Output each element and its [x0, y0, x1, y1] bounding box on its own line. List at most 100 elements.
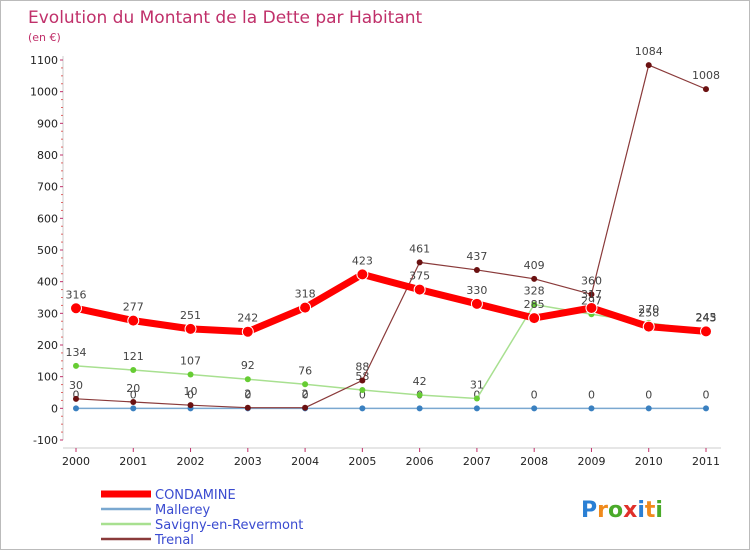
- data-point: [588, 405, 595, 412]
- data-label: 461: [409, 242, 430, 255]
- data-label: 0: [302, 388, 309, 401]
- x-tick-label: 2002: [177, 455, 205, 468]
- data-point: [359, 386, 366, 393]
- data-point: [130, 367, 137, 374]
- y-tick-label: 800: [37, 149, 58, 162]
- data-label: 42: [413, 375, 427, 388]
- data-point: [356, 268, 369, 281]
- data-point: [299, 301, 312, 314]
- data-point: [244, 376, 251, 383]
- legend-entry: Mallerey: [155, 503, 210, 518]
- data-point: [531, 301, 538, 308]
- y-tick-label: 1100: [30, 54, 58, 67]
- logo-letter: t: [645, 498, 656, 523]
- y-tick-label: 500: [37, 244, 58, 257]
- x-tick-label: 2009: [577, 455, 605, 468]
- x-tick-label: 2004: [291, 455, 319, 468]
- data-point: [73, 405, 79, 412]
- x-tick-label: 2011: [692, 455, 720, 468]
- data-point: [416, 259, 423, 266]
- data-point: [127, 314, 140, 327]
- x-tick-label: 2010: [635, 455, 663, 468]
- logo-letter: i: [655, 498, 663, 523]
- data-label: 2: [302, 388, 309, 401]
- series-line: [75, 303, 707, 400]
- logo-letter: i: [637, 498, 645, 523]
- data-label: 88: [355, 360, 369, 373]
- data-label: 318: [295, 288, 316, 301]
- data-point: [642, 320, 655, 333]
- data-point: [703, 86, 709, 93]
- data-point: [588, 291, 595, 298]
- data-point: [73, 362, 79, 369]
- x-tick-label: 2008: [520, 455, 548, 468]
- x-tick-label: 2001: [119, 455, 147, 468]
- chart-unit: (en €): [28, 31, 61, 44]
- data-point: [359, 377, 366, 384]
- data-label: 0: [130, 388, 137, 401]
- data-label: 0: [359, 388, 366, 401]
- chart-title: Evolution du Montant de la Dette par Hab…: [28, 8, 423, 28]
- data-label: 0: [703, 388, 710, 401]
- x-tick-label: 2006: [406, 455, 434, 468]
- x-tick-label: 2005: [348, 455, 376, 468]
- y-tick-label: 300: [37, 307, 58, 320]
- data-label: 375: [409, 270, 430, 283]
- data-point: [244, 404, 251, 411]
- data-label: 270: [638, 303, 659, 316]
- data-label: 245: [696, 311, 717, 324]
- y-tick-label: 100: [37, 371, 58, 384]
- data-label: 243: [696, 311, 717, 324]
- data-label: 76: [298, 364, 312, 377]
- data-label: 2: [244, 388, 251, 401]
- data-point: [416, 405, 423, 412]
- data-point: [473, 266, 480, 273]
- data-point: [470, 297, 483, 310]
- proxiti-logo: Proxiti: [581, 498, 663, 523]
- data-label: 30: [69, 379, 83, 392]
- data-point: [531, 405, 538, 412]
- data-label: 0: [588, 388, 595, 401]
- series-condamine: 316 277 251 242 318 423 375 330 285 317 258 243: [66, 254, 717, 338]
- data-point: [473, 395, 480, 402]
- data-point: [241, 325, 254, 338]
- data-label: 92: [241, 359, 255, 372]
- data-label: 437: [466, 250, 487, 263]
- data-label: 0: [473, 388, 480, 401]
- logo-letter: P: [581, 498, 597, 523]
- legend-entry: Savigny-en-Revermont: [155, 518, 303, 533]
- data-point: [130, 405, 137, 412]
- data-label: 277: [123, 301, 144, 314]
- data-point: [302, 404, 309, 411]
- logo-letter: x: [623, 498, 637, 523]
- data-label: 0: [244, 388, 251, 401]
- data-point: [645, 62, 652, 69]
- data-label: 121: [123, 350, 144, 363]
- data-label: 360: [581, 274, 602, 287]
- data-label: 107: [180, 354, 201, 367]
- data-label: 330: [466, 284, 487, 297]
- x-tick-label: 2003: [234, 455, 262, 468]
- data-point: [473, 405, 480, 412]
- data-point: [413, 283, 426, 296]
- data-label: 423: [352, 254, 373, 267]
- series-trenal: 30 20 10 2 2 88 461 437 409 360 1084 1008: [69, 45, 720, 411]
- data-point: [359, 405, 366, 412]
- data-point: [703, 405, 709, 412]
- data-label: 409: [524, 259, 545, 272]
- data-label: 0: [73, 388, 80, 401]
- x-tick-label: 2007: [463, 455, 491, 468]
- series-line: [75, 64, 707, 409]
- data-label: 258: [638, 307, 659, 320]
- data-label: 0: [645, 388, 652, 401]
- logo-letter: r: [597, 498, 608, 523]
- series-line: [75, 270, 707, 336]
- data-label: 10: [184, 385, 198, 398]
- y-tick-label: 200: [37, 339, 58, 352]
- data-label: 328: [524, 284, 545, 297]
- y-tick-label: 400: [37, 276, 58, 289]
- legend-entry: CONDAMINE: [155, 488, 236, 503]
- data-label: 134: [66, 346, 87, 359]
- data-label: 251: [180, 309, 201, 322]
